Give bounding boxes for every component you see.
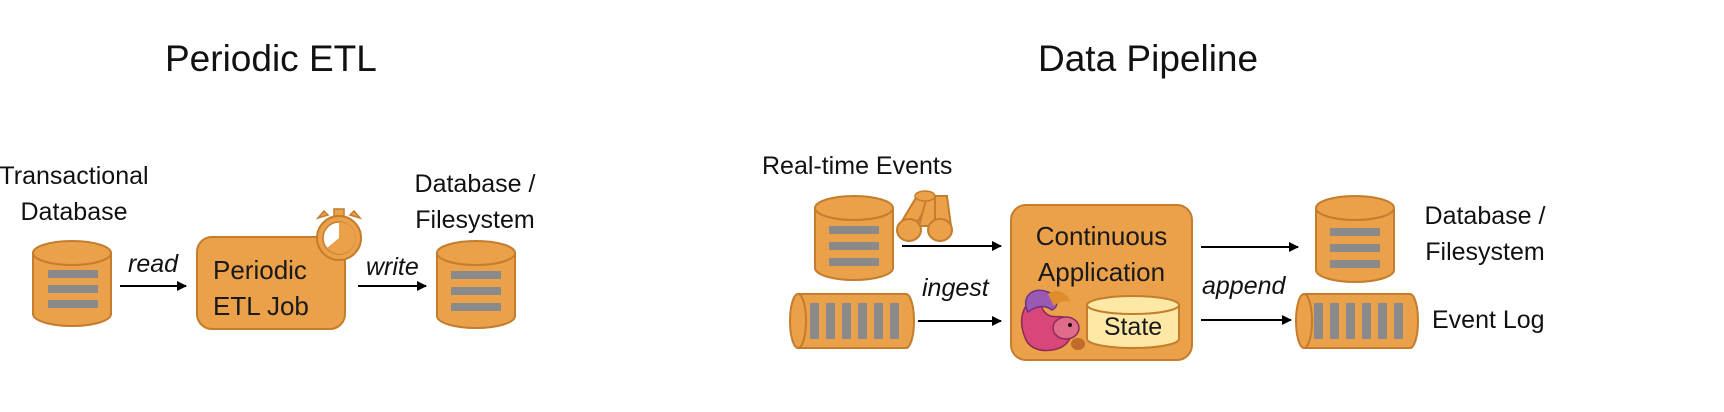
transactional-database-label: Transactional Database <box>0 158 154 230</box>
job-label-line2: ETL Job <box>213 291 309 321</box>
job-label-line1: Periodic <box>213 255 307 285</box>
logs-icon <box>896 190 953 242</box>
data-pipeline-title: Data Pipeline <box>1038 38 1259 79</box>
event-log-icon <box>1295 293 1419 349</box>
squirrel-icon <box>1021 289 1085 352</box>
transactional-database-label-line1: Transactional <box>0 162 149 190</box>
read-label: read <box>128 250 179 278</box>
app-label-line1: Continuous <box>1035 221 1168 251</box>
write-label: write <box>366 253 419 281</box>
left-target-label-line2: Filesystem <box>415 206 535 234</box>
left-target-database-icon <box>436 240 516 329</box>
periodic-etl-title: Periodic ETL <box>165 38 377 79</box>
left-target-label: Database / Filesystem <box>400 166 550 238</box>
state-store-icon <box>1086 295 1180 349</box>
event-log-label: Event Log <box>1432 306 1545 334</box>
right-target-label-line1: Database / <box>1424 202 1546 230</box>
event-stream-log-icon <box>789 293 915 349</box>
append-label: append <box>1202 272 1286 300</box>
transactional-database-icon <box>32 240 112 327</box>
left-target-label-line1: Database / <box>414 170 536 198</box>
events-database-icon <box>814 195 894 281</box>
right-target-database-icon <box>1315 195 1395 283</box>
ingest-label: ingest <box>922 274 989 302</box>
right-target-label-line2: Filesystem <box>1425 238 1545 266</box>
transactional-database-label-line2: Database <box>20 198 128 226</box>
stopwatch-icon <box>315 208 363 261</box>
app-label-line2: Application <box>1037 257 1166 287</box>
right-target-label: Database / Filesystem <box>1410 198 1560 270</box>
real-time-events-label: Real-time Events <box>762 152 953 180</box>
state-label: State <box>1103 313 1163 341</box>
